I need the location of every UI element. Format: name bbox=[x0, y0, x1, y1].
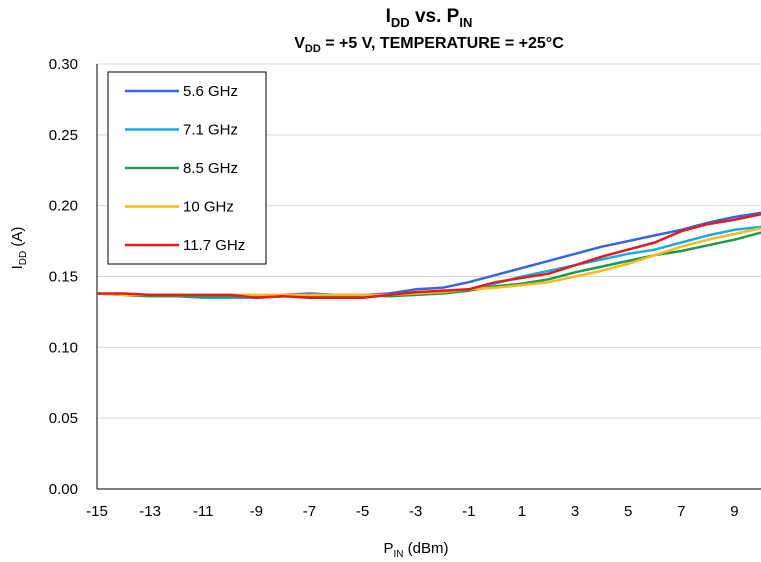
y-tick-label: 0.05 bbox=[49, 410, 78, 427]
x-tick-label: -11 bbox=[193, 503, 214, 520]
y-tick-label: 0.20 bbox=[49, 198, 78, 215]
x-tick-label: 7 bbox=[677, 503, 685, 520]
legend: 5.6 GHz 7.1 GHz 8.5 GHz 10 GHz 11.7 GHz bbox=[107, 71, 267, 265]
y-tick-label: 0.10 bbox=[49, 339, 78, 356]
x-tick-label: -15 bbox=[86, 503, 108, 520]
x-tick-label: -1 bbox=[462, 503, 475, 520]
legend-label: 10 GHz bbox=[183, 199, 234, 216]
title-main-subscript: DD bbox=[391, 15, 410, 30]
chart-title: IDD vs. PIN bbox=[386, 6, 473, 30]
y-tick-label: 0.15 bbox=[49, 269, 78, 286]
x-tick-label: 3 bbox=[571, 503, 579, 520]
x-tick-label: 1 bbox=[518, 503, 526, 520]
subtitle-v-subscript: DD bbox=[305, 43, 321, 55]
y-axis-title-main: I bbox=[9, 265, 26, 269]
legend-label: 7.1 GHz bbox=[183, 122, 238, 139]
x-tick-labels: -15 -13 -11 -9 -7 -5 -3 -1 1 3 5 7 9 bbox=[86, 503, 738, 520]
x-axis-title: PIN (dBm) bbox=[383, 540, 448, 560]
y-tick-label: 0.00 bbox=[49, 481, 78, 498]
title-middle: vs. P bbox=[410, 6, 460, 27]
y-tick-label: 0.30 bbox=[49, 56, 78, 73]
subtitle-v: V bbox=[294, 35, 305, 52]
series-lines bbox=[96, 211, 761, 300]
series-line bbox=[97, 212, 761, 300]
y-axis-title-rest: (A) bbox=[9, 227, 26, 251]
chart-subtitle: VDD = +5 V, TEMPERATURE = +25°C bbox=[294, 35, 564, 55]
y-axis-title: IDD (A) bbox=[9, 227, 29, 270]
legend-label: 5.6 GHz bbox=[183, 83, 238, 100]
y-tick-labels: 0.00 0.05 0.10 0.15 0.20 0.25 0.30 bbox=[49, 56, 78, 498]
x-tick-label: -9 bbox=[250, 503, 263, 520]
x-tick-label: -3 bbox=[409, 503, 422, 520]
title-middle-subscript: IN bbox=[459, 15, 472, 30]
title-main: I bbox=[386, 6, 391, 27]
y-axis-title-subscript: DD bbox=[18, 251, 29, 265]
y-tick-label: 0.25 bbox=[49, 127, 78, 144]
x-tick-label: 9 bbox=[730, 503, 738, 520]
x-axis-title-subscript: IN bbox=[394, 549, 404, 560]
x-axis-title-main: P bbox=[383, 540, 393, 557]
x-tick-label: -13 bbox=[139, 503, 161, 520]
x-tick-label: -5 bbox=[356, 503, 369, 520]
x-tick-label: -7 bbox=[303, 503, 316, 520]
legend-label: 11.7 GHz bbox=[183, 237, 245, 254]
x-axis-title-rest: (dBm) bbox=[404, 540, 449, 557]
legend-label: 8.5 GHz bbox=[183, 160, 238, 177]
subtitle-rest: = +5 V, TEMPERATURE = +25°C bbox=[321, 35, 564, 52]
axes bbox=[96, 64, 761, 490]
x-tick-label: 5 bbox=[624, 503, 632, 520]
